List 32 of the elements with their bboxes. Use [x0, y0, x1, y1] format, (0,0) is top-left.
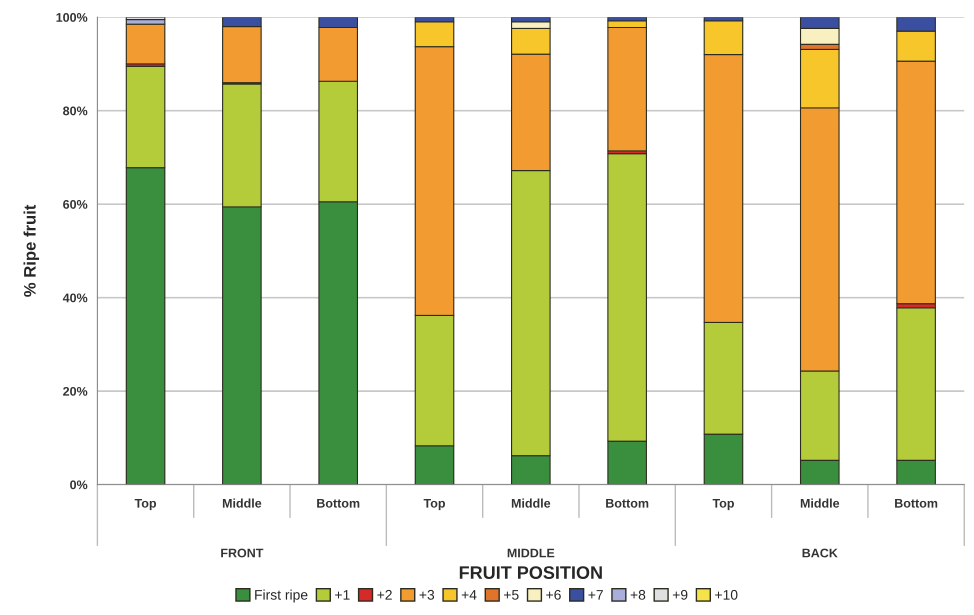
y-tick-label: 40%	[62, 293, 88, 302]
y-tick-label: 80%	[63, 106, 88, 116]
x-tick-label: Top	[134, 498, 156, 510]
x-tick-label: Bottom	[606, 498, 648, 508]
legend-label: +1	[335, 590, 350, 600]
x-tick-label: Bottom	[895, 498, 938, 508]
text: MIDDLE	[508, 548, 554, 558]
bar	[126, 24, 166, 65]
x-tick-label: Middle	[512, 498, 550, 508]
legend-label: +2	[377, 590, 392, 600]
legend-label: +6	[546, 590, 561, 600]
legend-label: +4	[462, 590, 477, 600]
x-axis-title: FRUIT POSITION	[460, 566, 602, 579]
legend-label: +10	[715, 590, 738, 600]
legend-label: +8	[630, 590, 646, 600]
x-tick-label: Middle	[222, 498, 262, 508]
text: FRONT	[221, 548, 264, 558]
y-tick-label: 0%	[70, 480, 88, 490]
y-axis-title: % Ripe fruit	[24, 204, 40, 297]
legend-label: +3	[420, 590, 434, 600]
y-tick-label: 60%	[63, 200, 88, 209]
y-tick-label: 20%	[63, 386, 88, 396]
x-tick-label: Bottom	[317, 498, 360, 508]
legend-label: +5	[504, 590, 519, 600]
y-tick-label: 100%	[56, 13, 88, 22]
legend-label: First ripe	[255, 590, 308, 602]
legend-label: +7	[588, 590, 603, 600]
x-tick-label: Middle	[800, 498, 840, 508]
text: BACK	[802, 548, 838, 558]
x-tick-label: Top	[424, 498, 445, 510]
legend-label: +9	[672, 590, 688, 600]
x-tick-label: Top	[712, 498, 734, 510]
